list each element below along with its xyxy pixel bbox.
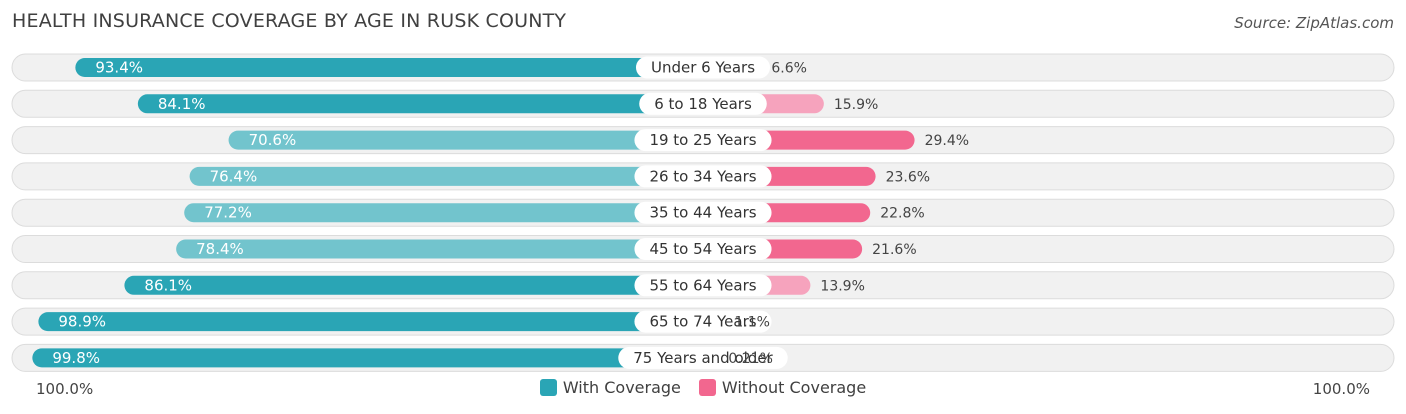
- category-label: 65 to 74 Years: [649, 313, 756, 331]
- value-label-without-coverage: 0.21%: [728, 351, 772, 367]
- bar-with-coverage: [176, 239, 704, 259]
- value-label-without-coverage: 22.8%: [880, 206, 924, 222]
- row-55-to-64-years: 86.1% 55 to 64 Years 13.9%: [11, 271, 1395, 300]
- bar-with-coverage: [124, 275, 703, 295]
- category-label-pill: [634, 201, 772, 224]
- category-label-pill: [634, 310, 772, 333]
- value-label-without-coverage: 15.9%: [834, 97, 878, 113]
- category-label: 6 to 18 Years: [654, 95, 752, 113]
- bar-with-coverage: [32, 348, 704, 368]
- bar-with-coverage: [228, 130, 703, 150]
- value-label-without-coverage: 1.1%: [734, 315, 770, 331]
- value-label-with-coverage: 78.4%: [196, 240, 244, 258]
- source-note: Source: ZipAtlas.com: [1234, 14, 1394, 32]
- row-under-6-years: 93.4% Under 6 Years 6.6%: [11, 53, 1395, 82]
- bar-with-coverage: [75, 58, 704, 77]
- row-45-to-54-years: 78.4% 45 to 54 Years 21.6%: [11, 235, 1395, 263]
- value-label-without-coverage: 13.9%: [820, 278, 864, 294]
- axis-right-label: 100.0%: [1312, 380, 1370, 398]
- value-label-with-coverage: 98.9%: [58, 313, 106, 331]
- bar-with-coverage: [137, 94, 703, 114]
- value-label-with-coverage: 84.1%: [158, 95, 206, 113]
- category-label: 26 to 34 Years: [649, 167, 756, 185]
- row-35-to-44-years: 77.2% 35 to 44 Years 22.8%: [11, 198, 1395, 227]
- category-label-pill: [634, 274, 772, 297]
- category-label-pill: [634, 165, 772, 188]
- category-label: 35 to 44 Years: [649, 204, 756, 222]
- legend-label-without-coverage: Without Coverage: [721, 378, 867, 397]
- row-6-to-18-years: 84.1% 6 to 18 Years 15.9%: [11, 89, 1395, 118]
- value-label-without-coverage: 6.6%: [771, 61, 807, 77]
- value-label-with-coverage: 86.1%: [144, 276, 192, 294]
- value-label-with-coverage: 70.6%: [249, 131, 297, 149]
- bar-with-coverage: [189, 166, 704, 186]
- category-label: 45 to 54 Years: [649, 240, 756, 258]
- category-label-pill: [618, 346, 788, 369]
- value-label-with-coverage: 76.4%: [210, 167, 258, 185]
- legend-label-with-coverage: With Coverage: [562, 378, 681, 397]
- legend-swatch-without-coverage: [698, 379, 716, 396]
- legend-swatch-with-coverage: [539, 379, 557, 396]
- bar-with-coverage: [38, 312, 704, 332]
- category-label-pill: [639, 92, 767, 115]
- category-label-pill: [635, 56, 771, 79]
- category-label: 19 to 25 Years: [649, 131, 756, 149]
- value-label-with-coverage: 93.4%: [95, 59, 143, 77]
- category-label: 55 to 64 Years: [649, 276, 756, 294]
- legend: With Coverage Without Coverage: [0, 378, 1406, 397]
- axis-left-label: 100.0%: [36, 380, 94, 398]
- value-label-without-coverage: 29.4%: [925, 133, 969, 149]
- legend-item-with-coverage[interactable]: With Coverage: [539, 378, 681, 397]
- value-label-with-coverage: 77.2%: [204, 204, 252, 222]
- category-label: Under 6 Years: [651, 59, 755, 77]
- category-label: 75 Years and older: [633, 349, 773, 367]
- category-label-pill: [634, 238, 772, 260]
- value-label-with-coverage: 99.8%: [52, 349, 100, 367]
- legend-item-without-coverage[interactable]: Without Coverage: [698, 378, 867, 397]
- row-19-to-25-years: 70.6% 19 to 25 Years 29.4%: [11, 126, 1395, 155]
- chart-title: HEALTH INSURANCE COVERAGE BY AGE IN RUSK…: [12, 10, 567, 32]
- category-label-pill: [634, 129, 772, 152]
- row-26-to-34-years: 76.4% 26 to 34 Years 23.6%: [11, 162, 1395, 191]
- bar-with-coverage: [184, 203, 703, 223]
- value-label-without-coverage: 23.6%: [886, 169, 930, 185]
- value-label-without-coverage: 21.6%: [872, 242, 916, 258]
